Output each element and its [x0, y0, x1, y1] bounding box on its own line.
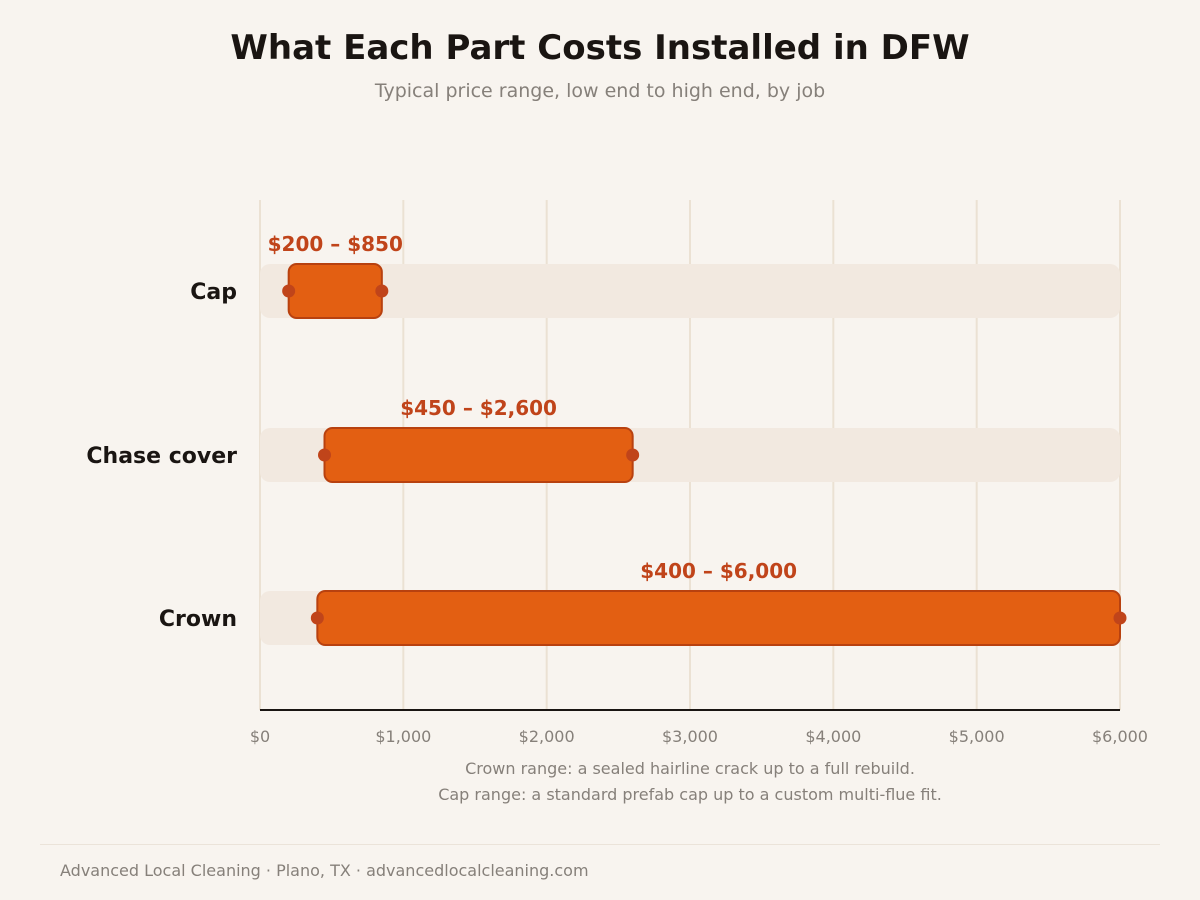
- x-tick-label-0: $0: [250, 727, 270, 746]
- high-endpoint-2: [1113, 611, 1127, 625]
- crown-range-note: Crown range: a sealed hairline crack up …: [465, 759, 915, 778]
- high-endpoint-1: [626, 448, 640, 462]
- footer-divider: [40, 844, 1160, 845]
- range-bar-2: [316, 590, 1122, 646]
- low-endpoint-1: [318, 448, 331, 462]
- x-tick-label-4: $4,000: [805, 727, 861, 746]
- x-tick-label-2: $2,000: [519, 727, 575, 746]
- footer-credit: Advanced Local Cleaning · Plano, TX · ad…: [60, 861, 589, 880]
- x-tick-label-5: $5,000: [949, 727, 1005, 746]
- category-label-1: Chase cover: [86, 444, 237, 469]
- low-endpoint-0: [282, 284, 296, 298]
- chart-subtitle: Typical price range, low end to high end…: [374, 80, 826, 102]
- range-bar-1: [323, 427, 634, 483]
- range-label-1: $450 – $2,600: [400, 396, 557, 420]
- category-label-0: Cap: [190, 280, 237, 305]
- range-label-2: $400 – $6,000: [640, 559, 797, 583]
- high-endpoint-0: [375, 284, 389, 298]
- x-tick-label-1: $1,000: [375, 727, 431, 746]
- track-0: [260, 264, 1120, 318]
- cap-range-note: Cap range: a standard prefab cap up to a…: [438, 785, 942, 804]
- low-endpoint-2: [310, 611, 324, 625]
- range-bar-0: [287, 263, 383, 319]
- range-label-0: $200 – $850: [268, 232, 403, 256]
- category-label-2: Crown: [159, 607, 237, 632]
- x-tick-label-6: $6,000: [1092, 727, 1148, 746]
- x-tick-label-3: $3,000: [662, 727, 718, 746]
- chart-title: What Each Part Costs Installed in DFW: [230, 28, 970, 68]
